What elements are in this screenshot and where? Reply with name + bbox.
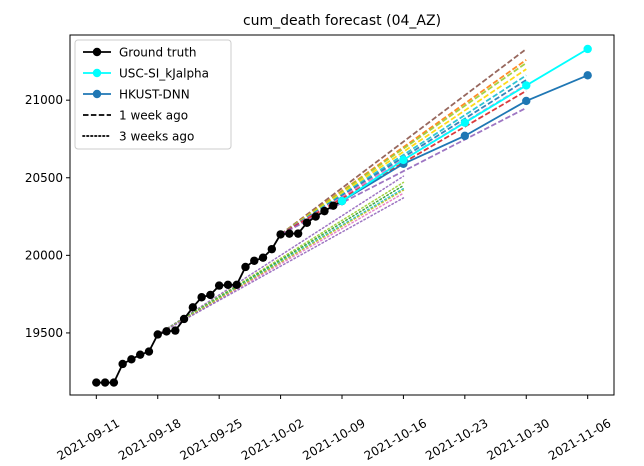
ground-truth-point-11: [188, 303, 198, 312]
legend-marker-ground-truth: [92, 47, 102, 57]
usc-si-kjalpha-point-1: [399, 155, 408, 165]
ground-truth-point-6: [144, 347, 154, 356]
usc-si-kjalpha-point-2: [460, 118, 470, 127]
hkust-dnn-point-2: [460, 131, 470, 141]
ground-truth-point-27: [329, 201, 338, 210]
hkust-dnn-point-3: [522, 96, 531, 106]
legend-marker-usc-si-kjalpha: [92, 68, 102, 78]
legend-label-usc-si-kjalpha: USC-SI_kJalpha: [119, 67, 209, 81]
ground-truth-point-25: [311, 212, 320, 221]
forecast-3-weeks-ago-line-0: [156, 175, 405, 336]
forecast-3-weeks-ago-line-5: [156, 189, 405, 336]
ground-truth-point-15: [223, 280, 233, 290]
ground-truth-point-14: [214, 281, 224, 290]
ground-truth-point-12: [197, 293, 206, 302]
forecast-3-weeks-ago-line-4: [156, 192, 405, 336]
ground-truth-point-21: [276, 230, 285, 239]
usc-si-kjalpha-point-3: [522, 81, 531, 90]
legend-label-hkust-dnn: HKUST-DNN: [119, 88, 190, 102]
ground-truth-point-1: [100, 378, 110, 387]
hkust-dnn-point-4: [583, 71, 592, 80]
ground-truth-point-9: [171, 326, 180, 335]
ground-truth-point-16: [232, 280, 241, 290]
ground-truth-point-22: [285, 229, 294, 238]
usc-si-kjalpha-point-4: [583, 44, 592, 54]
ground-truth-point-10: [179, 314, 189, 324]
ground-truth-point-4: [127, 355, 136, 364]
chart-title: cum_death forecast (04_AZ): [243, 13, 441, 29]
forecast-3-weeks-ago-line-6: [156, 197, 405, 336]
ground-truth-point-19: [258, 253, 268, 262]
ground-truth-point-8: [162, 327, 171, 336]
legend-label-3-weeks-ago: 3 weeks ago: [119, 130, 194, 144]
y-tick-label-0: 19500: [25, 326, 63, 340]
usc-si-kjalpha-point-0: [337, 196, 347, 206]
ground-truth-point-26: [320, 206, 329, 216]
ground-truth-point-5: [135, 350, 145, 359]
ground-truth-point-18: [250, 256, 259, 265]
ground-truth-point-17: [241, 262, 250, 272]
ground-truth-point-0: [92, 378, 101, 387]
ground-truth-point-23: [293, 229, 303, 238]
ground-truth-point-20: [267, 244, 277, 254]
legend: [74, 39, 232, 150]
legend-label-1-week-ago: 1 week ago: [119, 109, 188, 123]
y-tick-label-3: 21000: [25, 93, 63, 107]
ground-truth-point-13: [206, 290, 215, 300]
ground-truth-point-24: [302, 218, 312, 227]
ground-truth-point-2: [109, 378, 119, 387]
legend-label-ground-truth: Ground truth: [119, 46, 197, 60]
y-tick-label-1: 20000: [25, 248, 63, 262]
forecast-1-week-ago-line-0: [280, 48, 527, 236]
forecast-1-week-ago-line-8: [280, 107, 527, 236]
ground-truth-point-7: [153, 330, 162, 339]
ground-truth-point-3: [118, 359, 127, 369]
legend-marker-hkust-dnn: [92, 89, 102, 99]
y-tick-label-2: 20500: [25, 171, 63, 185]
